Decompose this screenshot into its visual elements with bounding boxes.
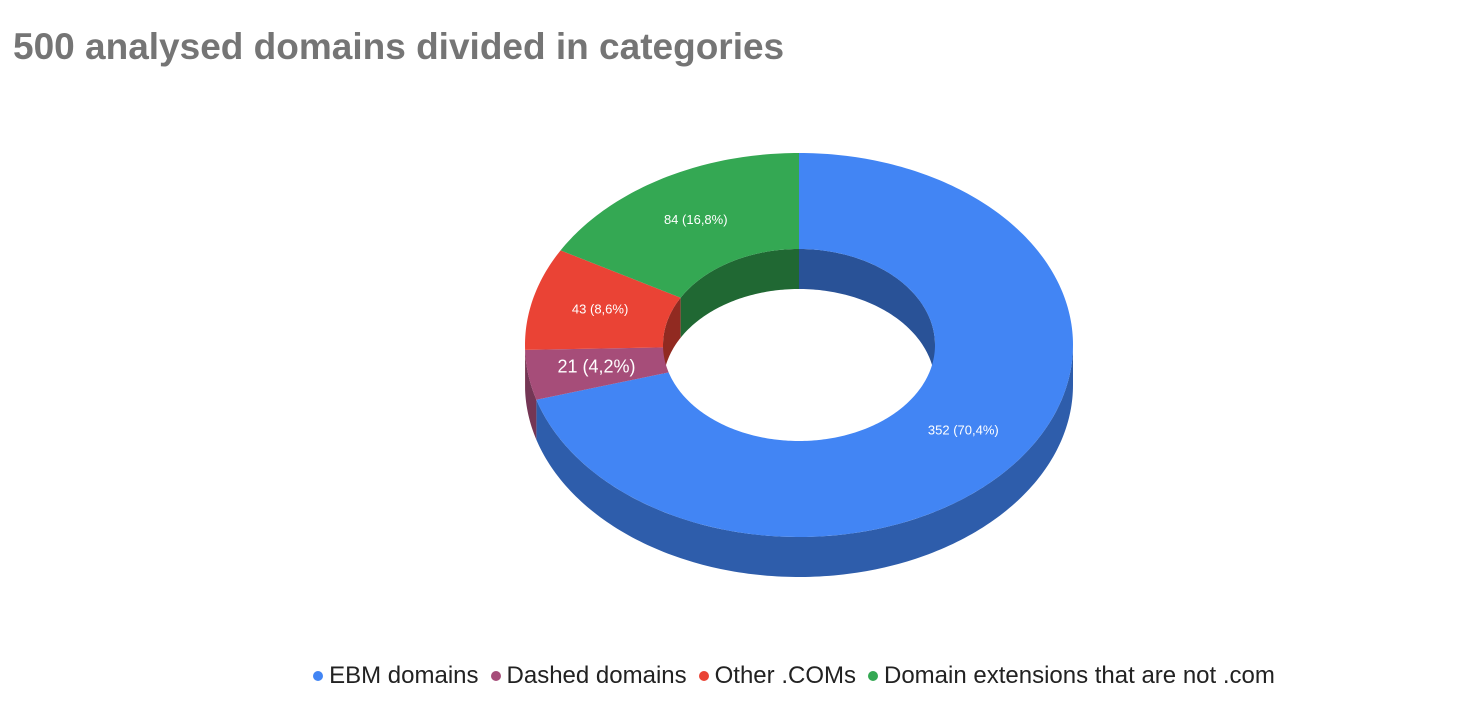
value-label: 84 (16,8%) [664, 212, 728, 227]
value-label: 43 (8,6%) [572, 302, 628, 317]
outer-wall [525, 349, 537, 440]
inner-wall [663, 297, 681, 385]
donut-slice [536, 153, 1073, 537]
legend-item: Other .COMs [698, 662, 856, 690]
donut-slice [525, 347, 669, 400]
legend-label: Dashed domains [506, 662, 687, 689]
value-label: 352 (70,4%) [928, 423, 999, 438]
legend-label: EBM domains [329, 662, 479, 689]
legend-label: Other .COMs [714, 662, 856, 689]
donut-slice [560, 153, 799, 298]
outer-wall [536, 345, 1073, 577]
legend-marker [698, 671, 709, 681]
legend-marker [867, 671, 878, 681]
legend-label: Domain extensions that are not .com [883, 662, 1275, 689]
inner-wall [799, 249, 935, 385]
chart-title: 500 analysed domains divided in categori… [13, 26, 785, 67]
legend-item: Domain extensions that are not .com [867, 662, 1275, 690]
legend-marker [490, 671, 501, 681]
legend-marker [313, 671, 324, 681]
legend-item: EBM domains [313, 662, 479, 690]
donut-slice [525, 250, 681, 350]
inner-wall [680, 249, 799, 338]
chart: 352 (70,4%) 21 (4,2%) 43 (8,6%) 84 (16,8%) [525, 153, 1073, 577]
value-label: 21 (4,2%) [558, 356, 636, 376]
legend: EBM domains Dashed domains Other .COMs Doma… [0, 662, 1480, 690]
legend-item: Dashed domains [490, 662, 687, 690]
